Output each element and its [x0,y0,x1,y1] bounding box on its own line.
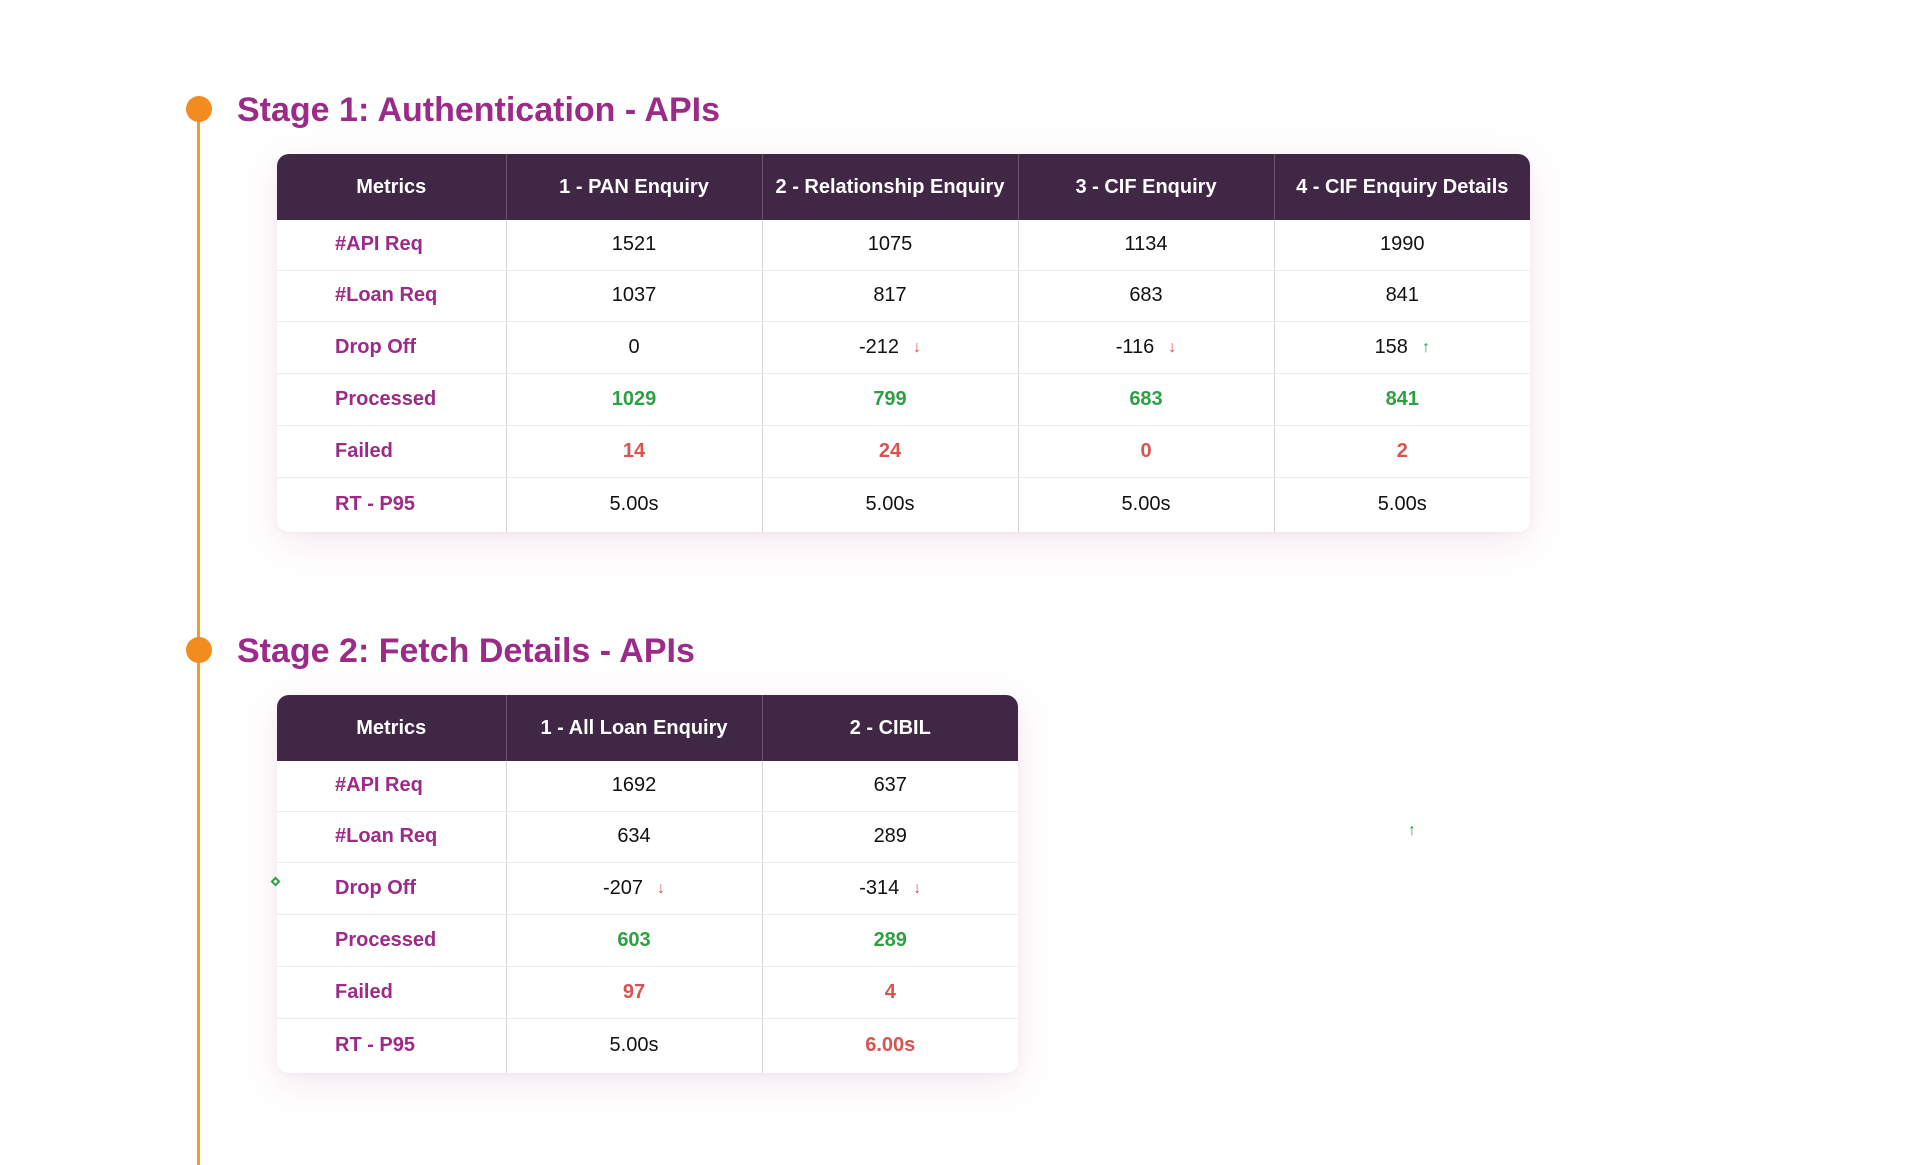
header-cibil[interactable]: 2 - CIBIL [762,695,1018,761]
drop-off-value: 0 [628,335,640,358]
table-row-api-req: #API Req 1692 637 [277,761,1018,812]
table-cell: 1521 [506,220,763,271]
table-cell: 24 [762,425,1019,478]
metric-label: Failed [277,425,507,478]
stage-2-metrics-table: Metrics 1 - All Loan Enquiry 2 - CIBIL #… [277,695,1018,1073]
arrow-down-icon: ↓ [913,338,922,356]
table-cell: 603 [506,914,763,967]
metric-label: #API Req [277,761,507,812]
table-cell: 1990 [1274,220,1530,271]
table-cell: -212 ↓ [762,321,1019,374]
table-cell: 1037 [506,270,763,322]
table-cell: 817 [762,270,1019,322]
arrow-up-icon: ↑ [1421,338,1430,356]
table-row-api-req: #API Req 1521 1075 1134 1990 [277,220,1530,271]
metric-label: Processed [277,373,507,426]
table-cell: 5.00s [506,1018,763,1073]
table-row-failed: Failed 14 24 0 2 [277,425,1530,478]
header-pan-enquiry[interactable]: 1 - PAN Enquiry [506,154,763,220]
metric-label: Drop Off [277,321,507,374]
drop-off-value: -212 [858,335,900,358]
table-cell: 841 [1274,373,1530,426]
table-cell: 97 [506,966,763,1019]
table-row-rt-p95: RT - P95 5.00s 5.00s 5.00s 5.00s [277,477,1530,532]
metric-label: Processed [277,914,507,967]
arrow-down-icon: ↓ [1168,338,1177,356]
table-row-rt-p95: RT - P95 5.00s 6.00s [277,1018,1018,1073]
table-cell: -207 ↓ [506,862,763,915]
table-cell: 1075 [762,220,1019,271]
metric-label: Failed [277,966,507,1019]
header-cif-enquiry-details[interactable]: 4 - CIF Enquiry Details [1274,154,1530,220]
table-cell: 841 [1274,270,1530,322]
metric-label: Drop Off [277,862,507,915]
table-cell: 14 [506,425,763,478]
table-cell: 158 ↑ [1274,321,1530,374]
table-cell: 637 [762,761,1018,812]
table-cell: 289 [762,914,1018,967]
table-row-loan-req: #Loan Req 1037 817 683 841 [277,270,1530,322]
stage-1-header-row: Metrics 1 - PAN Enquiry 2 - Relationship… [277,154,1530,220]
table-cell: 5.00s [762,477,1019,532]
table-cell: 289 [762,811,1018,863]
drop-off-value: -116 [1115,335,1155,358]
table-cell: 799 [762,373,1019,426]
table-cell: 683 [1018,373,1275,426]
table-cell: 4 [762,966,1018,1019]
table-row-drop-off: Drop Off -207 ↓ -314 ↓ [277,862,1018,915]
table-row-loan-req: #Loan Req 634 289 [277,811,1018,863]
stage-2-title: Stage 2: Fetch Details - APIs [237,632,695,670]
drop-off-value: -314 [859,876,900,899]
stage-2-header-row: Metrics 1 - All Loan Enquiry 2 - CIBIL [277,695,1018,761]
table-cell: 0 [1018,425,1275,478]
table-cell: -116 ↓ [1018,321,1275,374]
table-cell: 1134 [1018,220,1275,271]
table-cell: 5.00s [506,477,763,532]
timeline-line [197,108,200,1165]
drop-off-value: -207 [602,876,644,899]
table-row-failed: Failed 97 4 [277,966,1018,1019]
table-cell: 0 [506,321,763,374]
table-cell: 634 [506,811,763,863]
header-relationship-enquiry[interactable]: 2 - Relationship Enquiry [762,154,1019,220]
metric-label: RT - P95 [277,477,507,532]
table-cell: -314 ↓ [762,862,1018,915]
table-cell: 6.00s [865,1034,916,1057]
table-cell: 5.00s [1377,493,1427,516]
table-row-processed: Processed 603 289 [277,914,1018,967]
stage-1-timeline-dot [186,96,212,122]
table-cell: 5.00s [1018,477,1275,532]
table-row-processed: Processed 1029 799 683 841 [277,373,1530,426]
stage-1-table-card: Metrics 1 - PAN Enquiry 2 - Relationship… [277,154,1530,532]
stage-1-title: Stage 1: Authentication - APIs [237,91,720,129]
arrow-down-icon: ↓ [913,879,922,897]
table-cell: 2 [1274,425,1530,478]
header-metrics[interactable]: Metrics [277,695,507,761]
drop-off-value: 158 [1374,335,1408,358]
header-all-loan-enquiry[interactable]: 1 - All Loan Enquiry [506,695,763,761]
stage-2-table-card: Metrics 1 - All Loan Enquiry 2 - CIBIL #… [277,695,1018,1073]
stage-1-metrics-table: Metrics 1 - PAN Enquiry 2 - Relationship… [277,154,1530,532]
metric-label: #API Req [277,220,507,271]
arrow-up-icon: ↑ [1408,822,1416,839]
table-row-drop-off: Drop Off 0 -212 ↓ -116 ↓ 158 ↑ [277,321,1530,374]
metric-label: #Loan Req [277,270,507,322]
header-cif-enquiry[interactable]: 3 - CIF Enquiry [1018,154,1275,220]
table-cell: 1029 [506,373,763,426]
table-cell: 1692 [506,761,763,812]
header-metrics[interactable]: Metrics [277,154,507,220]
metric-label: #Loan Req [277,811,507,863]
table-cell: 683 [1018,270,1275,322]
stage-2-timeline-dot [186,637,212,663]
arrow-down-icon: ↓ [657,879,666,897]
metric-label: RT - P95 [277,1018,507,1073]
